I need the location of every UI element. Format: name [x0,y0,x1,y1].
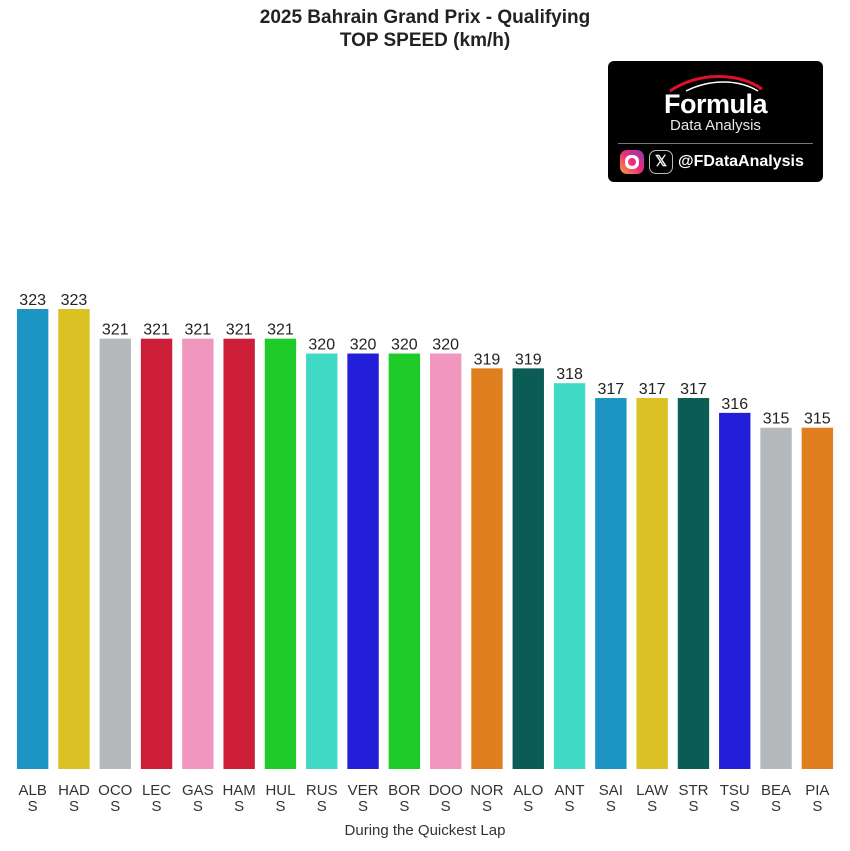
bar-value-label: 320 [391,337,418,354]
bar-value-label: 316 [721,396,748,413]
bar [471,368,503,769]
bar [719,412,751,769]
x-axis-label: During the Quickest Lap [345,822,506,839]
bar-value-label: 321 [143,322,170,339]
x-tick-label: LAW S [636,782,669,815]
chart-title: 2025 Bahrain Grand Prix - Qualifying [259,7,591,28]
bar [760,427,792,769]
brand-divider [618,143,813,144]
x-tick-label: ALO S [513,782,543,815]
bar [595,398,627,769]
bar [16,309,49,769]
bar [58,309,90,769]
x-tick-label: BEA S [761,782,791,815]
bar-value-label: 318 [556,366,583,383]
x-tick-label: DOO S [429,782,463,815]
x-tick-label: OCO S [98,782,132,815]
bar [388,353,421,769]
x-tick-label: HUL S [265,782,295,815]
brand-subtitle: Data Analysis [670,117,761,134]
x-tick-label: VER S [348,782,379,815]
bar-value-label: 315 [804,411,831,428]
bar [801,427,834,769]
chart-subtitle: TOP SPEED (km/h) [339,30,511,51]
x-tick-label: ALB S [18,782,46,815]
bar-value-label: 315 [763,411,790,428]
chart-title-block: 2025 Bahrain Grand Prix - Qualifying TOP… [0,6,850,52]
brand-name: Formula [663,89,768,119]
bar [99,338,131,769]
x-tick-label: BOR S [388,782,421,815]
bar-value-label: 317 [639,381,666,398]
bar-value-label: 320 [350,337,377,354]
bar-value-label: 317 [680,381,707,398]
x-tick-label: HAD S [58,782,90,815]
bar [677,398,710,769]
x-tick-label: LEC S [142,782,171,815]
bar-value-label: 321 [267,322,294,339]
bar-value-label: 321 [102,322,129,339]
bar [140,338,173,769]
brand-handle: @FDataAnalysis [678,153,804,170]
bar [347,353,379,769]
bar [512,368,544,769]
x-icon: 𝕏 [649,150,673,174]
instagram-icon [620,150,644,174]
x-tick-label: RUS S [306,782,338,815]
x-tick-label: ANT S [555,782,585,815]
x-tick-label: HAM S [222,782,255,815]
bar [429,353,462,769]
bar [182,338,214,769]
bar-value-label: 319 [515,351,542,368]
bar-value-label: 319 [474,351,501,368]
bar [306,353,338,769]
brand-logo-box: Formula Data Analysis 𝕏 @FDataAnalysis [608,61,823,182]
bar [553,383,586,769]
x-tick-label: PIA S [805,782,829,815]
bar-value-label: 320 [432,337,459,354]
brand-swoosh-icon [669,74,763,93]
bar-value-label: 317 [597,381,624,398]
bar-value-label: 321 [226,322,253,339]
bar-value-label: 321 [184,322,211,339]
x-tick-label: SAI S [599,782,623,815]
x-tick-label: TSU S [720,782,750,815]
x-tick-label: STR S [678,782,708,815]
x-tick-label: NOR S [470,782,504,815]
bar [636,398,668,769]
x-tick-label: GAS S [182,782,214,815]
bar [264,338,297,769]
bar-value-label: 323 [19,292,46,309]
bar-value-label: 323 [61,292,88,309]
bar-value-label: 320 [308,337,335,354]
bar [223,338,255,769]
